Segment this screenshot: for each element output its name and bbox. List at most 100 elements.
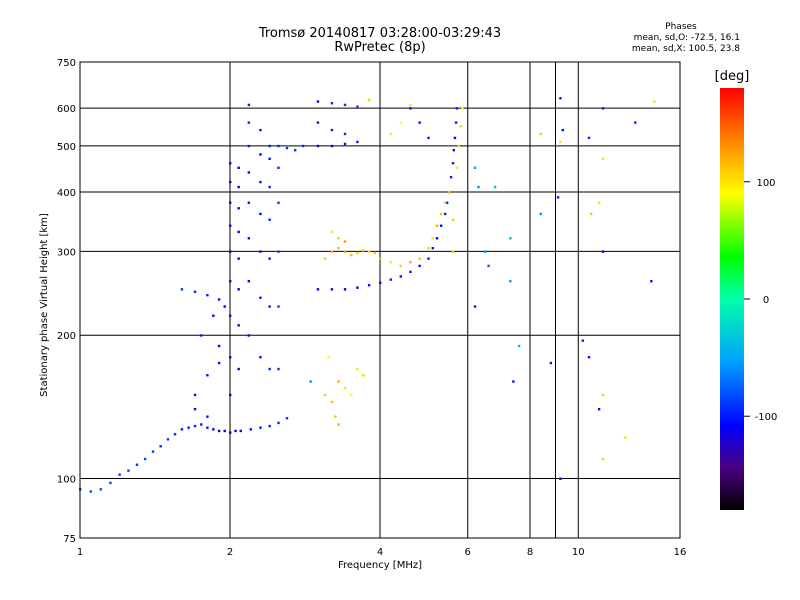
data-point <box>362 374 365 377</box>
data-points <box>79 97 656 493</box>
data-point <box>343 250 347 253</box>
data-point <box>193 290 197 294</box>
data-point <box>379 281 382 284</box>
data-point <box>587 356 591 359</box>
data-point <box>367 98 371 102</box>
x-tick-label: 8 <box>527 547 533 558</box>
data-point <box>399 264 403 268</box>
data-point <box>356 367 359 371</box>
data-point <box>217 344 221 348</box>
data-point <box>323 393 327 397</box>
data-point <box>330 400 334 404</box>
data-point <box>229 224 232 227</box>
data-point <box>229 201 232 204</box>
data-point <box>229 393 232 397</box>
data-point <box>457 144 460 148</box>
data-point <box>561 128 564 132</box>
y-tick-label: 500 <box>57 142 76 153</box>
phases-header: Phases <box>665 22 697 32</box>
data-point <box>193 424 197 428</box>
data-point <box>350 393 353 397</box>
data-point <box>597 201 601 204</box>
data-point <box>337 380 340 383</box>
data-point <box>316 100 320 103</box>
data-point <box>247 237 251 240</box>
colorbar <box>720 88 744 510</box>
data-point <box>277 305 280 308</box>
data-point <box>487 264 490 268</box>
data-point <box>316 288 320 291</box>
data-point <box>268 185 271 189</box>
data-point <box>206 293 209 297</box>
data-point <box>451 162 455 165</box>
data-point <box>330 102 334 105</box>
data-point <box>309 380 312 383</box>
data-point <box>539 212 542 216</box>
data-point <box>268 218 271 221</box>
x-tick-label: 6 <box>465 547 471 558</box>
data-point <box>427 247 430 250</box>
data-point <box>237 185 240 189</box>
data-point <box>601 457 605 461</box>
data-point <box>443 212 447 216</box>
data-point <box>301 144 305 148</box>
data-point <box>601 157 605 161</box>
data-point <box>247 201 251 204</box>
data-point <box>187 426 190 429</box>
data-point <box>173 433 177 436</box>
data-point <box>268 144 271 148</box>
data-point <box>601 250 605 253</box>
phases-x-mode: mean, sd,X: 100.5, 23.8 <box>631 44 740 54</box>
data-point <box>435 237 439 240</box>
data-point <box>431 247 434 250</box>
data-point <box>334 415 337 418</box>
data-point <box>259 426 262 429</box>
data-point <box>277 201 280 204</box>
data-point <box>277 367 280 371</box>
data-point <box>559 97 562 100</box>
data-point <box>180 288 184 291</box>
data-point <box>193 393 197 397</box>
data-point <box>453 136 457 140</box>
data-point <box>439 212 443 216</box>
data-point <box>399 275 403 278</box>
data-point <box>362 249 365 252</box>
data-point <box>247 171 251 174</box>
data-point <box>135 463 139 466</box>
data-point <box>229 314 232 317</box>
data-point <box>193 407 197 411</box>
data-point <box>143 457 147 461</box>
data-point <box>89 490 92 493</box>
data-point <box>549 361 553 365</box>
data-point <box>601 393 605 397</box>
y-tick-label: 200 <box>57 331 76 342</box>
data-point <box>259 180 262 184</box>
data-point <box>247 103 251 107</box>
data-point <box>473 305 477 308</box>
data-point <box>259 153 262 156</box>
y-tick-label: 300 <box>57 247 76 258</box>
data-point <box>330 250 334 253</box>
data-point <box>268 367 271 371</box>
data-point <box>343 103 347 107</box>
data-point <box>597 407 601 411</box>
data-point <box>200 334 203 337</box>
data-point <box>343 240 347 243</box>
data-point <box>509 280 512 283</box>
y-tick-label: 75 <box>63 534 76 545</box>
data-point <box>435 224 439 227</box>
data-point <box>454 121 458 124</box>
data-point <box>239 429 242 433</box>
data-point <box>427 136 430 140</box>
data-point <box>445 201 449 204</box>
data-point <box>234 429 237 433</box>
data-point <box>587 136 591 140</box>
colorbar-ticks: 100 0 -100 <box>744 178 777 423</box>
data-point <box>356 140 359 144</box>
y-tick-label: 600 <box>57 104 76 115</box>
colorbar-tick-label: 0 <box>763 295 769 306</box>
data-point <box>439 224 443 227</box>
data-point <box>237 207 240 210</box>
data-point <box>473 166 477 169</box>
